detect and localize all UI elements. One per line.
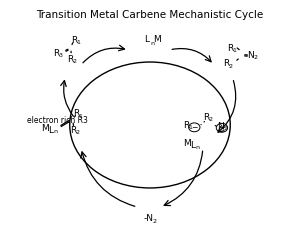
Text: N: N [247, 51, 254, 60]
Text: 2: 2 [254, 55, 257, 60]
Text: electron rich R3: electron rich R3 [27, 116, 88, 125]
Text: M: M [153, 35, 160, 44]
Text: n: n [150, 41, 154, 46]
Text: L: L [49, 126, 53, 135]
Text: 2: 2 [153, 219, 157, 223]
Text: 2: 2 [73, 59, 77, 64]
Text: 1: 1 [232, 48, 236, 53]
Text: M: M [183, 139, 191, 148]
Text: −: − [191, 123, 197, 132]
Text: n: n [195, 145, 199, 150]
Text: 2: 2 [229, 64, 233, 69]
Text: 2: 2 [76, 130, 80, 135]
Text: 1: 1 [188, 125, 192, 130]
Text: R: R [71, 36, 77, 45]
Text: L: L [145, 35, 149, 44]
Text: N: N [218, 122, 224, 131]
Text: n: n [53, 130, 57, 135]
Text: R: R [203, 113, 210, 122]
Text: R: R [73, 109, 80, 118]
Text: R: R [67, 55, 74, 64]
Text: M: M [41, 124, 49, 133]
Text: R: R [227, 43, 233, 53]
Text: R: R [183, 121, 189, 130]
Text: -N: -N [143, 214, 153, 223]
Text: R: R [224, 59, 230, 68]
Text: 1: 1 [76, 40, 80, 45]
Text: +: + [219, 123, 225, 132]
Text: 1: 1 [79, 114, 83, 119]
Text: Transition Metal Carbene Mechanistic Cycle: Transition Metal Carbene Mechanistic Cyc… [36, 10, 264, 20]
Text: R: R [70, 126, 76, 135]
Text: 3: 3 [59, 53, 63, 58]
Text: L: L [190, 141, 196, 150]
Text: 2: 2 [224, 126, 227, 131]
Text: 2: 2 [208, 117, 212, 122]
Text: R: R [53, 49, 59, 58]
